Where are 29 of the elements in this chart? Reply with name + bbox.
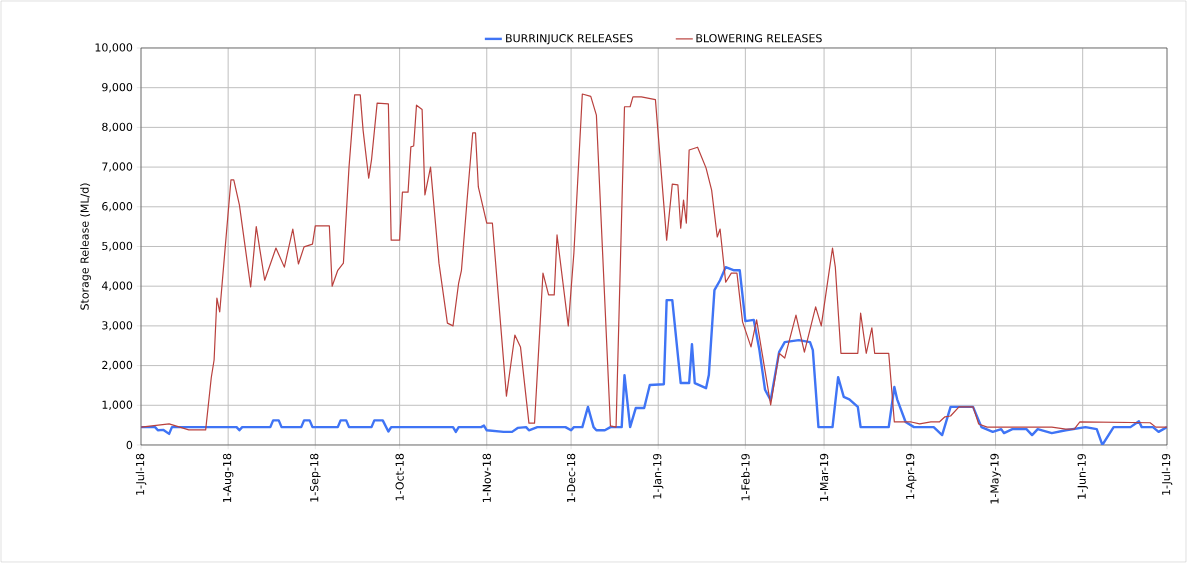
line-series <box>141 93 1168 431</box>
x-tick-label: 1-Oct-18 <box>395 453 404 501</box>
y-tick-label: 7,000 <box>102 162 133 172</box>
y-tick-label: 4,000 <box>101 281 133 291</box>
x-tick-label: 1-Jun-19 <box>1077 453 1088 499</box>
legend-label: BLOWERING RELEASES <box>696 33 822 43</box>
line-series <box>141 265 1168 445</box>
x-tick-label: 1-Apr-19 <box>905 453 917 499</box>
y-tick-label: 10,000 <box>95 43 133 53</box>
legend-label: BURRINJUCK RELEASES <box>506 33 633 45</box>
x-tick-label: 1-Jan-19 <box>653 453 664 499</box>
y-tick-label: 3,000 <box>102 321 133 331</box>
x-tick-label: 1-Feb-19 <box>741 453 750 501</box>
y-tick-label: 8,000 <box>102 122 133 133</box>
x-tick-label: 1-Jul-18 <box>135 453 147 495</box>
x-tick-label: 1-Dec-18 <box>566 453 576 503</box>
x-tick-label: 1-May-19 <box>990 453 1001 504</box>
y-tick-label: 5,000 <box>102 241 133 252</box>
x-tick-label: 1-Aug-18 <box>222 453 234 503</box>
x-tick-label: 1-Mar-19 <box>819 453 829 501</box>
x-tick-label: 1-Nov-18 <box>482 453 491 503</box>
y-axis-title: Storage Release (ML/d) <box>80 183 91 310</box>
x-tick-label: 1-Sep-18 <box>310 453 321 502</box>
y-tick-label: 1,000 <box>102 400 133 411</box>
x-tick-label: 1-Jul-19 <box>1161 453 1173 495</box>
y-tick-label: 9,000 <box>102 82 133 93</box>
y-tick-label: 2,000 <box>102 360 133 371</box>
y-tick-label: 0 <box>126 440 133 450</box>
y-tick-label: 6,000 <box>102 202 133 212</box>
